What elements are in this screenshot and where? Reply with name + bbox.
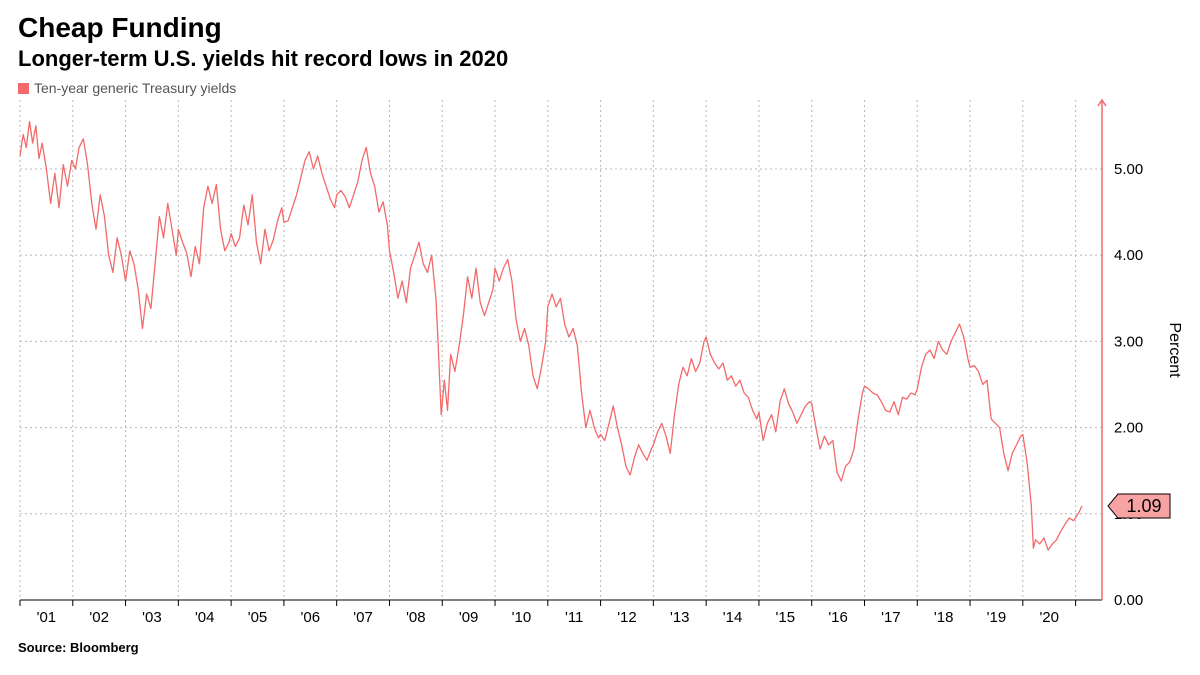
svg-text:4.00: 4.00 xyxy=(1114,247,1143,264)
plot-area: 0.001.002.003.004.005.00'01'02'03'04'05'… xyxy=(18,96,1182,636)
svg-text:2.00: 2.00 xyxy=(1114,420,1143,437)
legend-swatch xyxy=(18,83,29,94)
svg-text:'15: '15 xyxy=(776,609,796,626)
svg-text:'12: '12 xyxy=(617,609,637,626)
chart-subtitle: Longer-term U.S. yields hit record lows … xyxy=(18,46,1182,72)
legend: Ten-year generic Treasury yields xyxy=(18,80,1182,96)
svg-text:1.09: 1.09 xyxy=(1126,496,1161,516)
svg-text:Percent: Percent xyxy=(1166,322,1182,378)
svg-text:'19: '19 xyxy=(987,609,1007,626)
svg-text:'09: '09 xyxy=(459,609,479,626)
chart-title: Cheap Funding xyxy=(18,12,1182,44)
svg-text:'04: '04 xyxy=(195,609,215,626)
svg-text:'17: '17 xyxy=(881,609,901,626)
svg-text:'11: '11 xyxy=(565,609,583,626)
legend-label: Ten-year generic Treasury yields xyxy=(34,80,236,96)
svg-text:'16: '16 xyxy=(828,609,848,626)
svg-text:0.00: 0.00 xyxy=(1114,592,1143,609)
svg-text:'14: '14 xyxy=(723,609,743,626)
source-label: Source: Bloomberg xyxy=(18,640,1182,655)
line-chart: 0.001.002.003.004.005.00'01'02'03'04'05'… xyxy=(18,96,1182,636)
svg-text:'18: '18 xyxy=(934,609,954,626)
svg-text:'01: '01 xyxy=(37,609,57,626)
svg-text:'06: '06 xyxy=(301,609,321,626)
svg-text:'05: '05 xyxy=(248,609,268,626)
svg-text:'08: '08 xyxy=(406,609,426,626)
svg-text:'03: '03 xyxy=(142,609,162,626)
svg-text:'20: '20 xyxy=(1039,609,1059,626)
svg-text:3.00: 3.00 xyxy=(1114,333,1143,350)
svg-text:'02: '02 xyxy=(89,609,109,626)
svg-text:'10: '10 xyxy=(512,609,532,626)
chart-container: Cheap Funding Longer-term U.S. yields hi… xyxy=(0,0,1200,675)
svg-text:'07: '07 xyxy=(353,609,373,626)
svg-text:5.00: 5.00 xyxy=(1114,161,1143,178)
svg-text:'13: '13 xyxy=(670,609,690,626)
